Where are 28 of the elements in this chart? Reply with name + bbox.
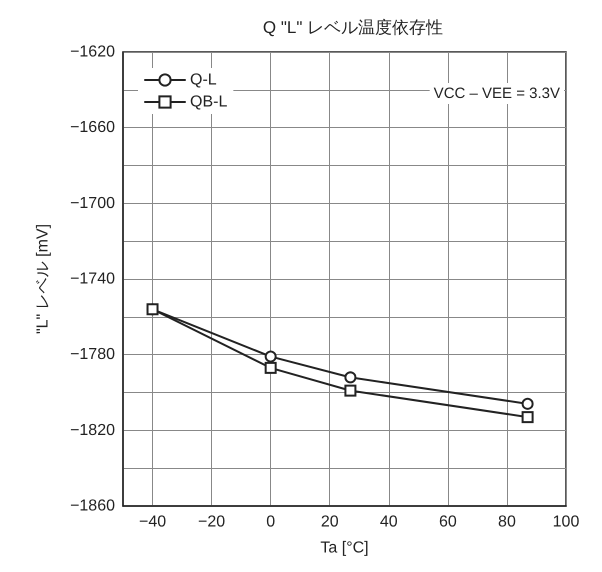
- y-tick-label: −1860: [70, 498, 116, 514]
- y-tick-label: −1620: [70, 44, 116, 60]
- x-tick-label: 80: [498, 514, 516, 530]
- y-axis-title: "L" レベル [mV]: [34, 224, 52, 334]
- x-tick-label: −20: [198, 514, 226, 530]
- y-tick-label: −1740: [70, 270, 116, 288]
- y-tick-label: −1780: [70, 346, 116, 364]
- y-tick-label: −1700: [70, 194, 116, 212]
- point: [146, 303, 159, 316]
- legend-label: QB-L: [190, 94, 228, 110]
- point: [344, 371, 356, 384]
- x-tick-label: −40: [138, 514, 166, 530]
- point: [264, 362, 277, 374]
- legend-label: Q-L: [190, 72, 217, 88]
- x-tick-label: 60: [438, 514, 457, 530]
- point: [264, 350, 277, 363]
- point: [522, 411, 534, 424]
- x-tick-label: 20: [320, 514, 339, 530]
- annotation: VCC – VEE = 3.3V: [434, 85, 560, 102]
- x-tick-label: 40: [380, 514, 398, 530]
- point: [522, 398, 534, 410]
- point: [344, 384, 356, 397]
- x-tick-label: 0: [266, 514, 276, 530]
- y-tick-label: −1660: [70, 119, 116, 136]
- x-axis-title: Ta [°C]: [320, 540, 369, 556]
- x-tick-label: 100: [552, 514, 580, 530]
- y-tick-label: −1820: [70, 422, 116, 439]
- chart-title: Q "L" レベル温度依存性: [262, 18, 444, 37]
